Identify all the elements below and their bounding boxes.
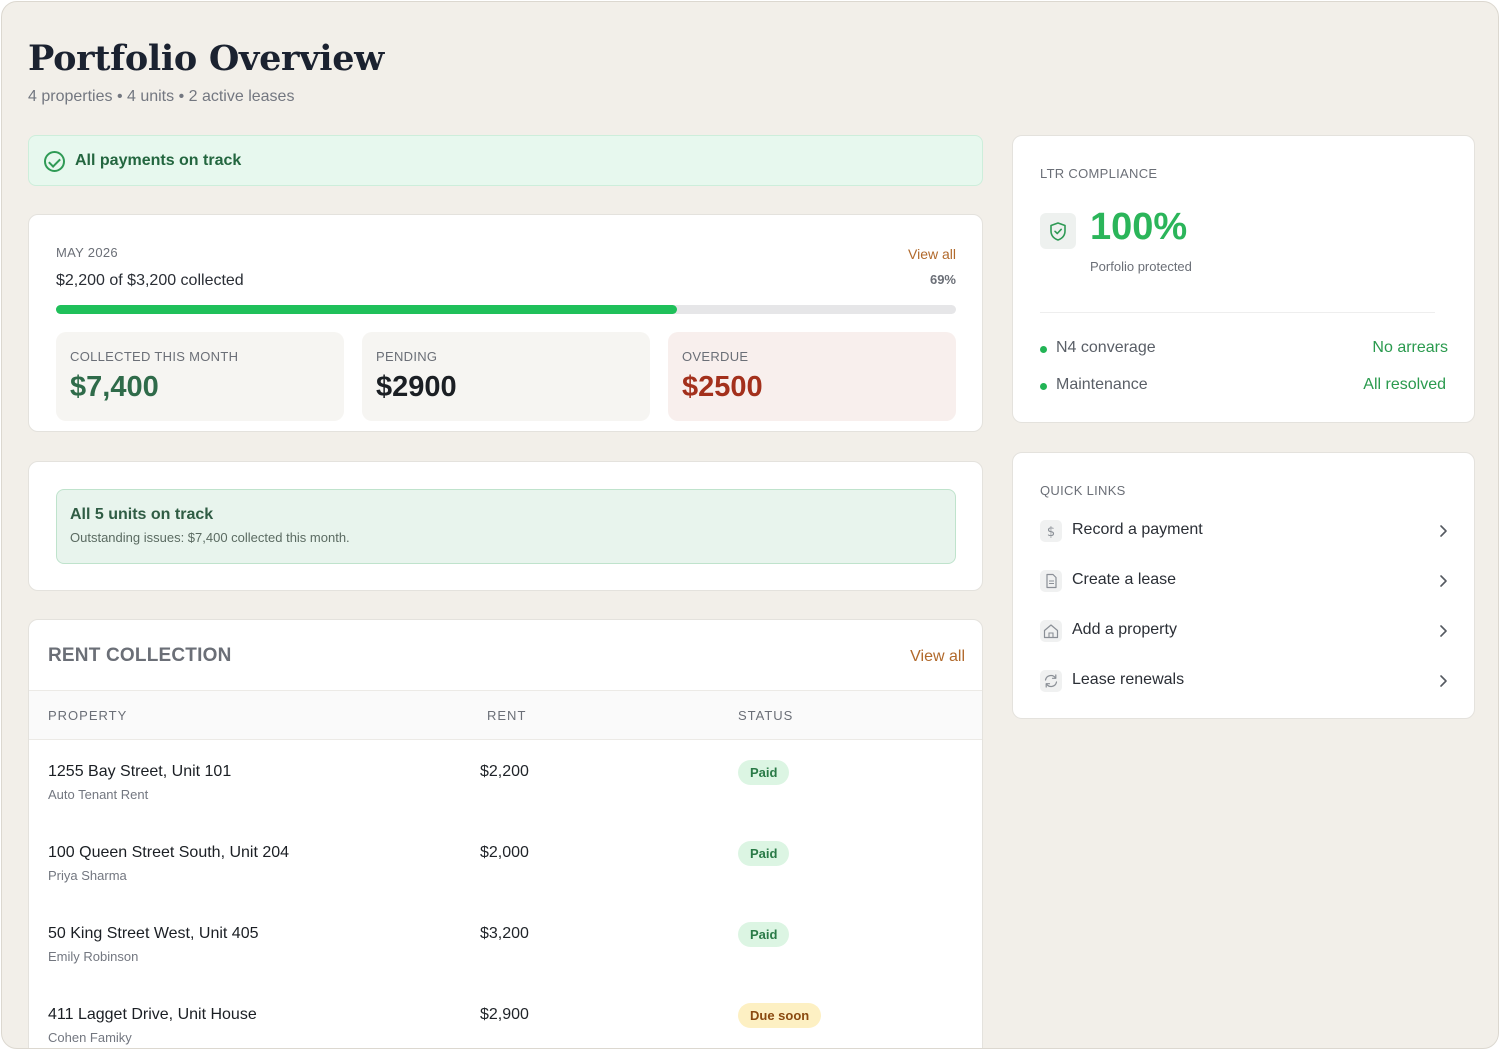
quick-link-lease-renewals[interactable]: Lease renewals: [1040, 667, 1450, 697]
summary-collected-text: $2,200 of $3,200 collected: [56, 272, 244, 289]
status-badge: Paid: [738, 841, 790, 866]
collection-summary-card: MAY 2026 $2,200 of $3,200 collected View…: [28, 214, 983, 432]
stat-collected: COLLECTED THIS MONTH $7,400: [56, 332, 344, 421]
row-property: 100 Queen Street South, Unit 204: [48, 844, 290, 861]
compliance-item: Maintenance All resolved: [1040, 376, 1448, 398]
quick-link-label: Record a payment: [1072, 521, 1203, 538]
document-icon: [1040, 570, 1062, 592]
table-row[interactable]: 100 Queen Street South, Unit 204 Priya S…: [29, 822, 982, 903]
row-rent: $2,900: [480, 1006, 529, 1023]
row-property: 1255 Bay Street, Unit 101: [48, 763, 232, 780]
rent-collection-card: RENT COLLECTION View all PROPERTY RENT S…: [28, 619, 983, 1048]
quick-link-label: Add a property: [1072, 621, 1177, 638]
compliance-item: N4 converage No arrears: [1040, 339, 1448, 361]
quick-link-create-lease[interactable]: Create a lease: [1040, 567, 1450, 597]
chevron-right-icon: [1438, 524, 1448, 543]
table-row[interactable]: 411 Lagget Drive, Unit House Cohen Famik…: [29, 984, 982, 1048]
rent-collection-title: RENT COLLECTION: [48, 645, 232, 666]
status-badge: Paid: [738, 922, 790, 947]
house-icon: [1040, 620, 1062, 642]
column-header-status: STATUS: [738, 708, 794, 723]
chevron-right-icon: [1438, 674, 1448, 693]
compliance-label: LTR COMPLIANCE: [1040, 166, 1158, 181]
row-tenant: Priya Sharma: [48, 868, 127, 883]
refresh-icon: [1040, 670, 1062, 692]
stat-value: $2500: [682, 371, 763, 403]
compliance-item-key: N4 converage: [1056, 339, 1156, 356]
table-header: PROPERTY RENT STATUS: [29, 690, 982, 740]
units-status-box: All 5 units on track Outstanding issues:…: [56, 489, 956, 564]
quick-links-label: QUICK LINKS: [1040, 483, 1126, 498]
stat-pending: PENDING $2900: [362, 332, 650, 421]
collection-progress-fill: [56, 305, 677, 314]
stat-overdue: OVERDUE $2500: [668, 332, 956, 421]
chevron-right-icon: [1438, 624, 1448, 643]
units-status-title: All 5 units on track: [70, 506, 214, 523]
stat-value: $7,400: [70, 371, 159, 403]
stat-label: COLLECTED THIS MONTH: [70, 349, 239, 364]
units-status-subtitle: Outstanding issues: $7,400 collected thi…: [70, 530, 350, 545]
row-rent: $2,000: [480, 844, 529, 861]
column-header-property: PROPERTY: [48, 708, 128, 723]
collection-progress-bar: [56, 305, 956, 314]
row-tenant: Auto Tenant Rent: [48, 787, 149, 802]
column-header-rent: RENT: [487, 708, 527, 723]
summary-percent: 69%: [929, 272, 956, 287]
quick-link-label: Lease renewals: [1072, 671, 1185, 688]
compliance-card: LTR COMPLIANCE 100% Porfolio protected N…: [1012, 135, 1475, 423]
check-circle-icon: [44, 151, 65, 172]
svg-text:$: $: [1047, 525, 1055, 540]
quick-link-label: Create a lease: [1072, 571, 1177, 588]
table-row[interactable]: 1255 Bay Street, Unit 101 Auto Tenant Re…: [29, 741, 982, 822]
units-status-card: All 5 units on track Outstanding issues:…: [28, 461, 983, 591]
dollar-icon: $: [1040, 520, 1062, 542]
quick-link-add-property[interactable]: Add a property: [1040, 617, 1450, 647]
alert-text: All payments on track: [75, 152, 242, 169]
compliance-subtitle: Porfolio protected: [1090, 259, 1192, 274]
summary-month: MAY 2026: [56, 245, 118, 260]
row-rent: $2,200: [480, 763, 529, 780]
status-dot: [1040, 383, 1047, 390]
rent-view-all-link[interactable]: View all: [910, 648, 965, 665]
compliance-divider: [1040, 312, 1435, 313]
compliance-item-key: Maintenance: [1056, 376, 1148, 393]
row-property: 411 Lagget Drive, Unit House: [48, 1006, 257, 1023]
stat-value: $2900: [376, 371, 457, 403]
payments-alert: All payments on track: [28, 135, 983, 186]
shield-check-icon: [1040, 213, 1076, 249]
status-badge: Paid: [738, 760, 790, 785]
quick-link-record-payment[interactable]: $ Record a payment: [1040, 517, 1450, 547]
row-property: 50 King Street West, Unit 405: [48, 925, 259, 942]
page-title: Portfolio Overview: [28, 38, 385, 79]
page-subtitle: 4 properties • 4 units • 2 active leases: [28, 88, 295, 105]
summary-view-all-link[interactable]: View all: [908, 246, 956, 262]
stat-label: PENDING: [376, 349, 438, 364]
compliance-percent: 100%: [1090, 206, 1188, 248]
row-tenant: Cohen Famiky: [48, 1030, 132, 1045]
row-tenant: Emily Robinson: [48, 949, 139, 964]
stat-label: OVERDUE: [682, 349, 749, 364]
status-badge: Due soon: [738, 1003, 822, 1028]
compliance-item-value: No arrears: [1372, 339, 1448, 356]
table-row[interactable]: 50 King Street West, Unit 405 Emily Robi…: [29, 903, 982, 984]
row-rent: $3,200: [480, 925, 529, 942]
compliance-item-value: All resolved: [1363, 376, 1446, 393]
chevron-right-icon: [1438, 574, 1448, 593]
status-dot: [1040, 346, 1047, 353]
quick-links-card: QUICK LINKS $ Record a payment Create a …: [1012, 452, 1475, 719]
